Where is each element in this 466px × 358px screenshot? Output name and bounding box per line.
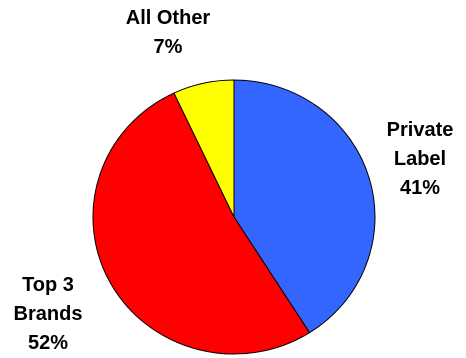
slice-label-top-3-brands-value: 52%: [27, 332, 69, 354]
slice-label-all-other-name: All Other: [125, 7, 211, 29]
slice-label-top-3-brands-line2: Brands: [13, 303, 83, 325]
slice-label-private-label-line2: Label: [393, 148, 447, 170]
slice-label-all-other: All Other 7%: [98, 4, 238, 62]
slice-label-private-label-value: 41%: [399, 177, 441, 199]
slice-label-all-other-value: 7%: [153, 36, 183, 58]
slice-label-private-label: Private Label 41%: [368, 116, 466, 203]
slice-label-private-label-line1: Private: [386, 119, 454, 141]
pie-slice-all-other: [173, 79, 235, 218]
pie-slice-top-3-brands: [92, 92, 311, 355]
pie-slice-private-label: [233, 79, 376, 334]
slice-label-top-3-brands-line1: Top 3: [22, 274, 74, 296]
slice-label-top-3-brands: Top 3 Brands 52%: [0, 271, 96, 358]
